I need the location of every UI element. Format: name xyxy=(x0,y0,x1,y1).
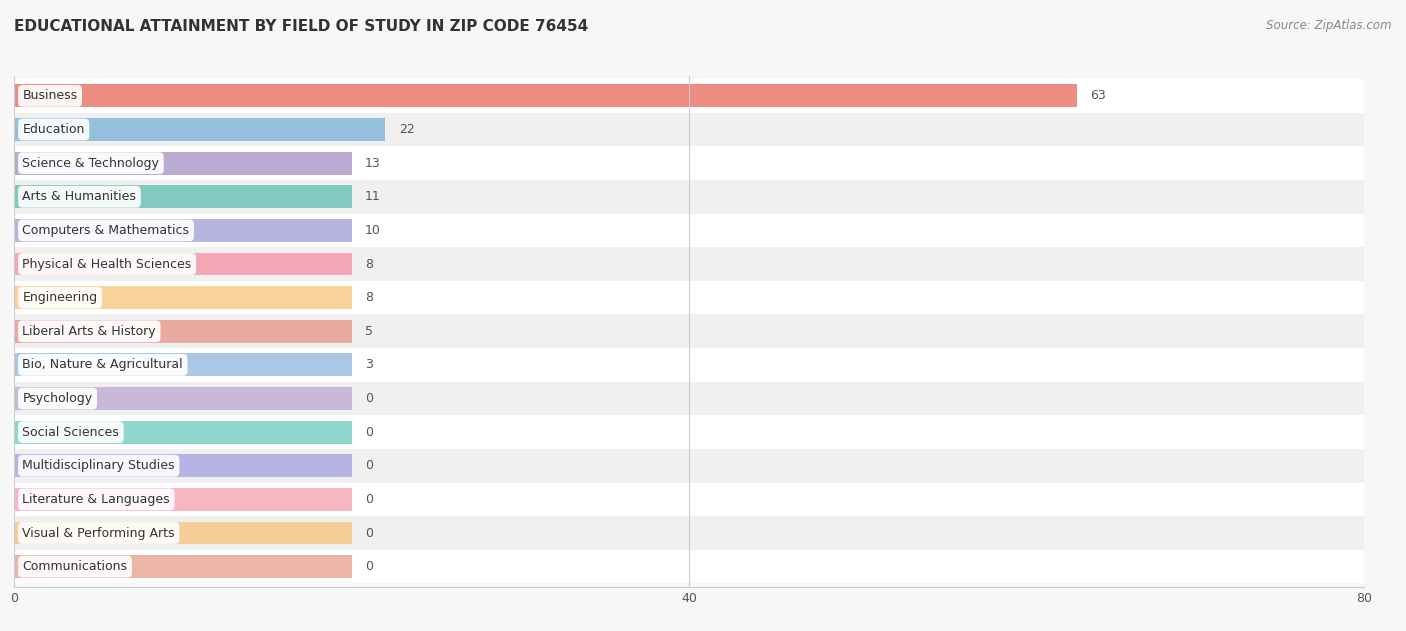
Text: EDUCATIONAL ATTAINMENT BY FIELD OF STUDY IN ZIP CODE 76454: EDUCATIONAL ATTAINMENT BY FIELD OF STUDY… xyxy=(14,19,588,34)
Bar xyxy=(14,252,352,276)
Text: Communications: Communications xyxy=(22,560,128,573)
Text: 0: 0 xyxy=(366,459,373,472)
Text: 13: 13 xyxy=(366,156,381,170)
Bar xyxy=(14,550,1364,584)
Text: 10: 10 xyxy=(366,224,381,237)
Text: 0: 0 xyxy=(366,560,373,573)
Text: Bio, Nature & Agricultural: Bio, Nature & Agricultural xyxy=(22,358,183,372)
Bar xyxy=(14,146,1364,180)
Text: Physical & Health Sciences: Physical & Health Sciences xyxy=(22,257,191,271)
Bar xyxy=(14,247,1364,281)
Text: 3: 3 xyxy=(366,358,373,372)
Text: 5: 5 xyxy=(366,325,373,338)
Bar xyxy=(14,219,352,242)
Bar xyxy=(14,454,352,477)
Text: Science & Technology: Science & Technology xyxy=(22,156,159,170)
Text: 0: 0 xyxy=(366,493,373,506)
Bar xyxy=(14,415,1364,449)
Text: 11: 11 xyxy=(366,191,381,203)
Bar xyxy=(14,79,1364,113)
Bar xyxy=(14,516,1364,550)
Bar xyxy=(14,320,352,343)
Text: Source: ZipAtlas.com: Source: ZipAtlas.com xyxy=(1267,19,1392,32)
Text: Arts & Humanities: Arts & Humanities xyxy=(22,191,136,203)
Text: 0: 0 xyxy=(366,392,373,405)
Text: Engineering: Engineering xyxy=(22,291,97,304)
Bar xyxy=(14,113,1364,146)
Text: Multidisciplinary Studies: Multidisciplinary Studies xyxy=(22,459,174,472)
Text: 8: 8 xyxy=(366,291,373,304)
Bar xyxy=(14,281,1364,314)
Text: Visual & Performing Arts: Visual & Performing Arts xyxy=(22,526,174,540)
Bar xyxy=(14,421,352,444)
Bar xyxy=(14,314,1364,348)
Text: Computers & Mathematics: Computers & Mathematics xyxy=(22,224,190,237)
Bar xyxy=(14,449,1364,483)
Bar xyxy=(14,118,385,141)
Text: Liberal Arts & History: Liberal Arts & History xyxy=(22,325,156,338)
Bar xyxy=(14,213,1364,247)
Bar xyxy=(14,522,352,545)
Bar xyxy=(14,488,352,511)
Bar xyxy=(14,382,1364,415)
Bar xyxy=(14,348,1364,382)
Text: Education: Education xyxy=(22,123,84,136)
Bar xyxy=(14,85,1077,107)
Bar xyxy=(14,483,1364,516)
Bar xyxy=(14,387,352,410)
Text: 0: 0 xyxy=(366,426,373,439)
Text: 22: 22 xyxy=(399,123,415,136)
Text: Literature & Languages: Literature & Languages xyxy=(22,493,170,506)
Bar xyxy=(14,353,352,376)
Text: Psychology: Psychology xyxy=(22,392,93,405)
Text: 8: 8 xyxy=(366,257,373,271)
Text: Business: Business xyxy=(22,90,77,102)
Bar xyxy=(14,186,352,208)
Bar xyxy=(14,286,352,309)
Bar xyxy=(14,555,352,578)
Text: 63: 63 xyxy=(1091,90,1107,102)
Text: Social Sciences: Social Sciences xyxy=(22,426,120,439)
Text: 0: 0 xyxy=(366,526,373,540)
Bar xyxy=(14,151,352,175)
Bar xyxy=(14,180,1364,213)
